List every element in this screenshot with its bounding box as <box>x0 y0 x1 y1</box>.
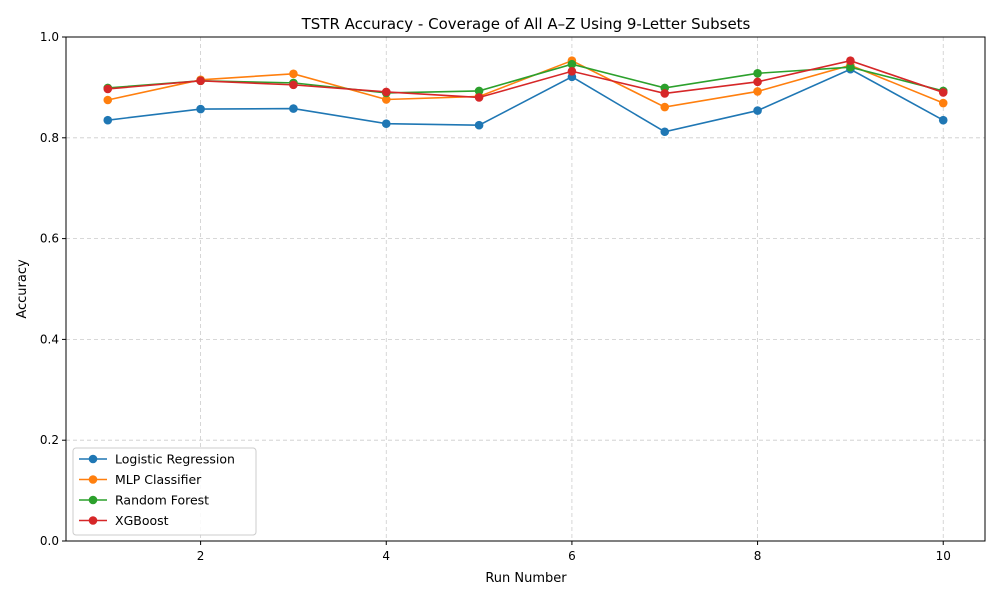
chart-title: TSTR Accuracy - Coverage of All A–Z Usin… <box>301 15 751 33</box>
random-forest-legend-label: Random Forest <box>115 493 209 508</box>
logistic-regression-point <box>103 115 113 125</box>
logistic-regression-line <box>107 68 944 133</box>
y-tick-label: 1.0 <box>40 30 59 44</box>
legend-box <box>72 447 257 536</box>
ticks: 2 4 6 8 10 0.0 0.2 0.4 0.6 0.8 1.0 <box>40 30 951 563</box>
mlp-classifier-point <box>938 98 948 108</box>
xgboost-point <box>196 76 205 86</box>
mlp-classifier-legend-label: MLP Classifier <box>115 472 202 487</box>
random-forest-point <box>753 68 762 78</box>
random-forest-point <box>846 62 855 72</box>
x-axis-label: Run Number <box>485 571 567 586</box>
xgboost-point <box>474 93 484 102</box>
mlp-classifier-line <box>107 59 944 108</box>
xgboost-line <box>107 59 944 99</box>
series-layer <box>103 56 948 137</box>
random-forest-point <box>474 86 484 96</box>
xgboost-point <box>103 84 113 94</box>
logistic-regression-legend-marker <box>88 454 98 464</box>
x-tick-label: 10 <box>936 549 951 563</box>
random-forest-legend-marker <box>88 495 98 505</box>
plot-frame <box>65 36 986 542</box>
x-tick-label: 2 <box>197 549 205 563</box>
xgboost-point <box>567 66 577 76</box>
xgboost-point <box>289 80 298 90</box>
x-tick-label: 4 <box>382 549 390 563</box>
logistic-regression-point <box>660 127 670 137</box>
mlp-classifier-point <box>381 95 391 104</box>
xgboost-legend-marker <box>88 516 98 525</box>
y-axis-label: Accuracy <box>15 259 30 319</box>
mlp-classifier-point <box>753 87 762 96</box>
x-tick-label: 6 <box>568 549 576 563</box>
xgboost-legend-label: XGBoost <box>115 513 169 528</box>
logistic-regression-point <box>938 115 948 125</box>
logistic-regression-point <box>753 106 762 115</box>
xgboost-point <box>753 77 762 87</box>
mlp-classifier-point <box>289 69 298 79</box>
mlp-classifier-legend-marker <box>88 475 98 484</box>
xgboost-point <box>381 87 391 97</box>
mlp-classifier-point <box>660 102 670 112</box>
xgboost-point <box>846 56 855 65</box>
y-tick-label: 0.2 <box>40 433 59 447</box>
xgboost-point <box>938 88 948 97</box>
y-tick-label: 0.0 <box>40 534 59 548</box>
logistic-regression-legend-label: Logistic Regression <box>115 452 235 467</box>
random-forest-line <box>107 63 944 94</box>
logistic-regression-point <box>289 104 298 113</box>
logistic-regression-point <box>381 119 391 128</box>
random-forest-point <box>567 59 577 69</box>
xgboost-point <box>660 89 670 98</box>
logistic-regression-point <box>196 104 205 114</box>
y-tick-label: 0.6 <box>40 232 59 246</box>
y-tick-label: 0.4 <box>40 332 59 346</box>
x-tick-label: 8 <box>754 549 762 563</box>
mlp-classifier-point <box>103 95 113 105</box>
y-tick-label: 0.8 <box>40 131 59 145</box>
legend: Logistic Regression MLP Classifier Random … <box>72 447 257 536</box>
logistic-regression-point <box>474 120 484 130</box>
